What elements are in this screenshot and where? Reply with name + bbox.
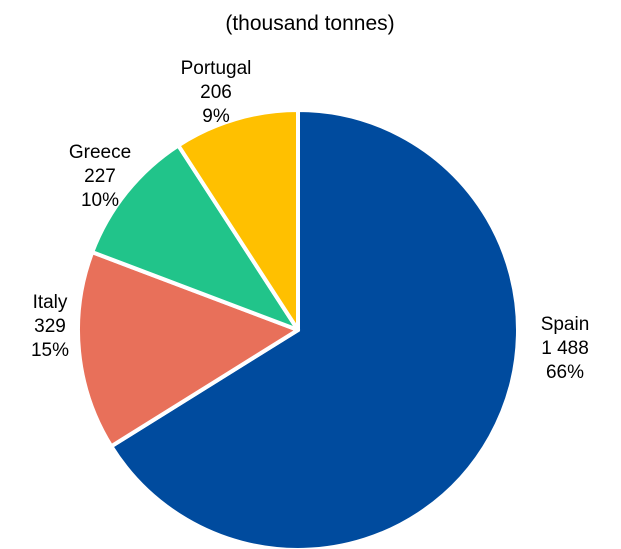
- slice-value: 227: [84, 166, 116, 187]
- slice-name: Portugal: [181, 58, 252, 79]
- slice-name: Italy: [33, 292, 68, 313]
- slice-italy: [76, 250, 300, 449]
- slice-portugal: [176, 108, 300, 332]
- slice-label-spain: Spain 1 488 66%: [541, 314, 590, 383]
- slice-value: 329: [34, 316, 66, 337]
- slice-name: Spain: [541, 314, 590, 335]
- slice-percent: 10%: [81, 190, 119, 211]
- slice-name: Greece: [69, 142, 131, 163]
- slice-spain: [109, 108, 521, 549]
- slice-label-greece: Greece 227 10%: [69, 142, 131, 211]
- slice-percent: 15%: [31, 340, 69, 361]
- pie-labels: Spain 1 488 66% Italy 329 15% Greece 227 10% Port…: [31, 58, 589, 383]
- chart-subtitle: (thousand tonnes): [225, 12, 394, 35]
- pie-slices: [76, 108, 521, 549]
- slice-value: 1 488: [541, 338, 589, 359]
- slice-label-italy: Italy 329 15%: [31, 292, 69, 361]
- slice-greece: [90, 143, 300, 332]
- slice-percent: 66%: [546, 362, 584, 383]
- slice-value: 206: [200, 82, 232, 103]
- slice-label-portugal: Portugal 206 9%: [181, 58, 252, 127]
- slice-percent: 9%: [202, 106, 230, 127]
